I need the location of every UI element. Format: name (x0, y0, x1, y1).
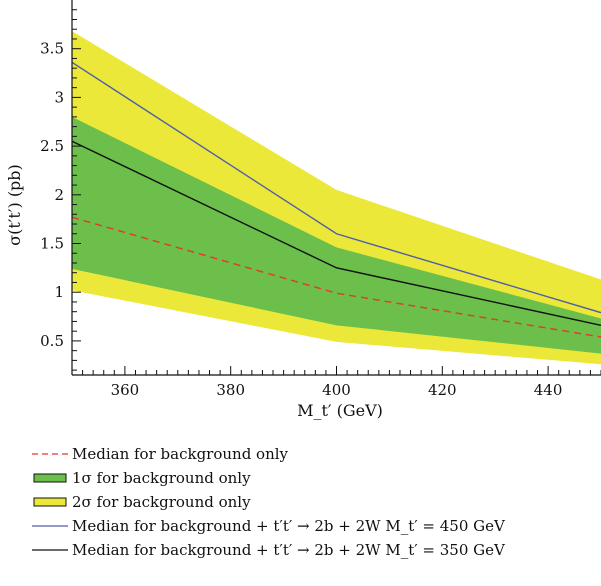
x-tick-label: 380 (216, 381, 245, 399)
legend-swatch-1sigma (33, 473, 67, 483)
chart-ticks: 0.5 1 1.5 2 2.5 3 3.5 360 380 400 420 440 (40, 9, 601, 399)
x-tick-label: 440 (534, 381, 563, 399)
x-axis-label-text: M_t′ (GeV) (297, 401, 383, 420)
legend-item-signal-350: Median for background + t′t′ → 2b + 2W M… (28, 538, 598, 562)
band-1sigma (72, 116, 601, 354)
chart-bands (72, 31, 601, 365)
legend-swatch-signal-450 (32, 525, 68, 527)
y-tick-label: 2.5 (40, 137, 64, 155)
y-axis-label: σ(t′t′) (pb) (5, 164, 24, 246)
series-signal-350 (71, 140, 601, 327)
y-tick-label: 1 (54, 283, 64, 301)
x-tick-label: 420 (428, 381, 457, 399)
y-axis-label-text: σ(t′t′) (pb) (5, 164, 24, 246)
y-tick-label: 3 (54, 88, 64, 106)
legend-label-2sigma: 2σ for background only (72, 493, 251, 511)
legend-swatch-median-bg (32, 453, 68, 455)
y-tick-label: 1.5 (40, 235, 64, 253)
legend-swatch-2sigma (33, 497, 67, 507)
legend-label-signal-350: Median for background + t′t′ → 2b + 2W M… (72, 541, 505, 559)
x-axis-label: M_t′ (GeV) (297, 401, 383, 420)
legend-label-1sigma: 1σ for background only (72, 469, 251, 487)
legend: Median for background only 1σ for backgr… (28, 442, 598, 562)
legend-item-median-bg: Median for background only (28, 442, 598, 466)
legend-item-2sigma: 2σ for background only (28, 490, 598, 514)
legend-item-signal-450: Median for background + t′t′ → 2b + 2W M… (28, 514, 598, 538)
x-tick-label: 360 (111, 381, 140, 399)
legend-label-signal-450: Median for background + t′t′ → 2b + 2W M… (72, 517, 505, 535)
legend-swatch-signal-350 (32, 549, 68, 551)
legend-label-median-bg: Median for background only (72, 445, 289, 463)
y-tick-label: 3.5 (40, 40, 64, 58)
chart-series-lines (71, 61, 601, 338)
x-tick-label: 400 (322, 381, 351, 399)
chart: 0.5 1 1.5 2 2.5 3 3.5 360 380 400 420 440 σ(t′t′) (… (5, 0, 601, 420)
y-tick-label: 0.5 (40, 332, 64, 350)
legend-item-1sigma: 1σ for background only (28, 466, 598, 490)
series-signal-450 (71, 61, 601, 314)
y-tick-label: 2 (54, 186, 64, 204)
